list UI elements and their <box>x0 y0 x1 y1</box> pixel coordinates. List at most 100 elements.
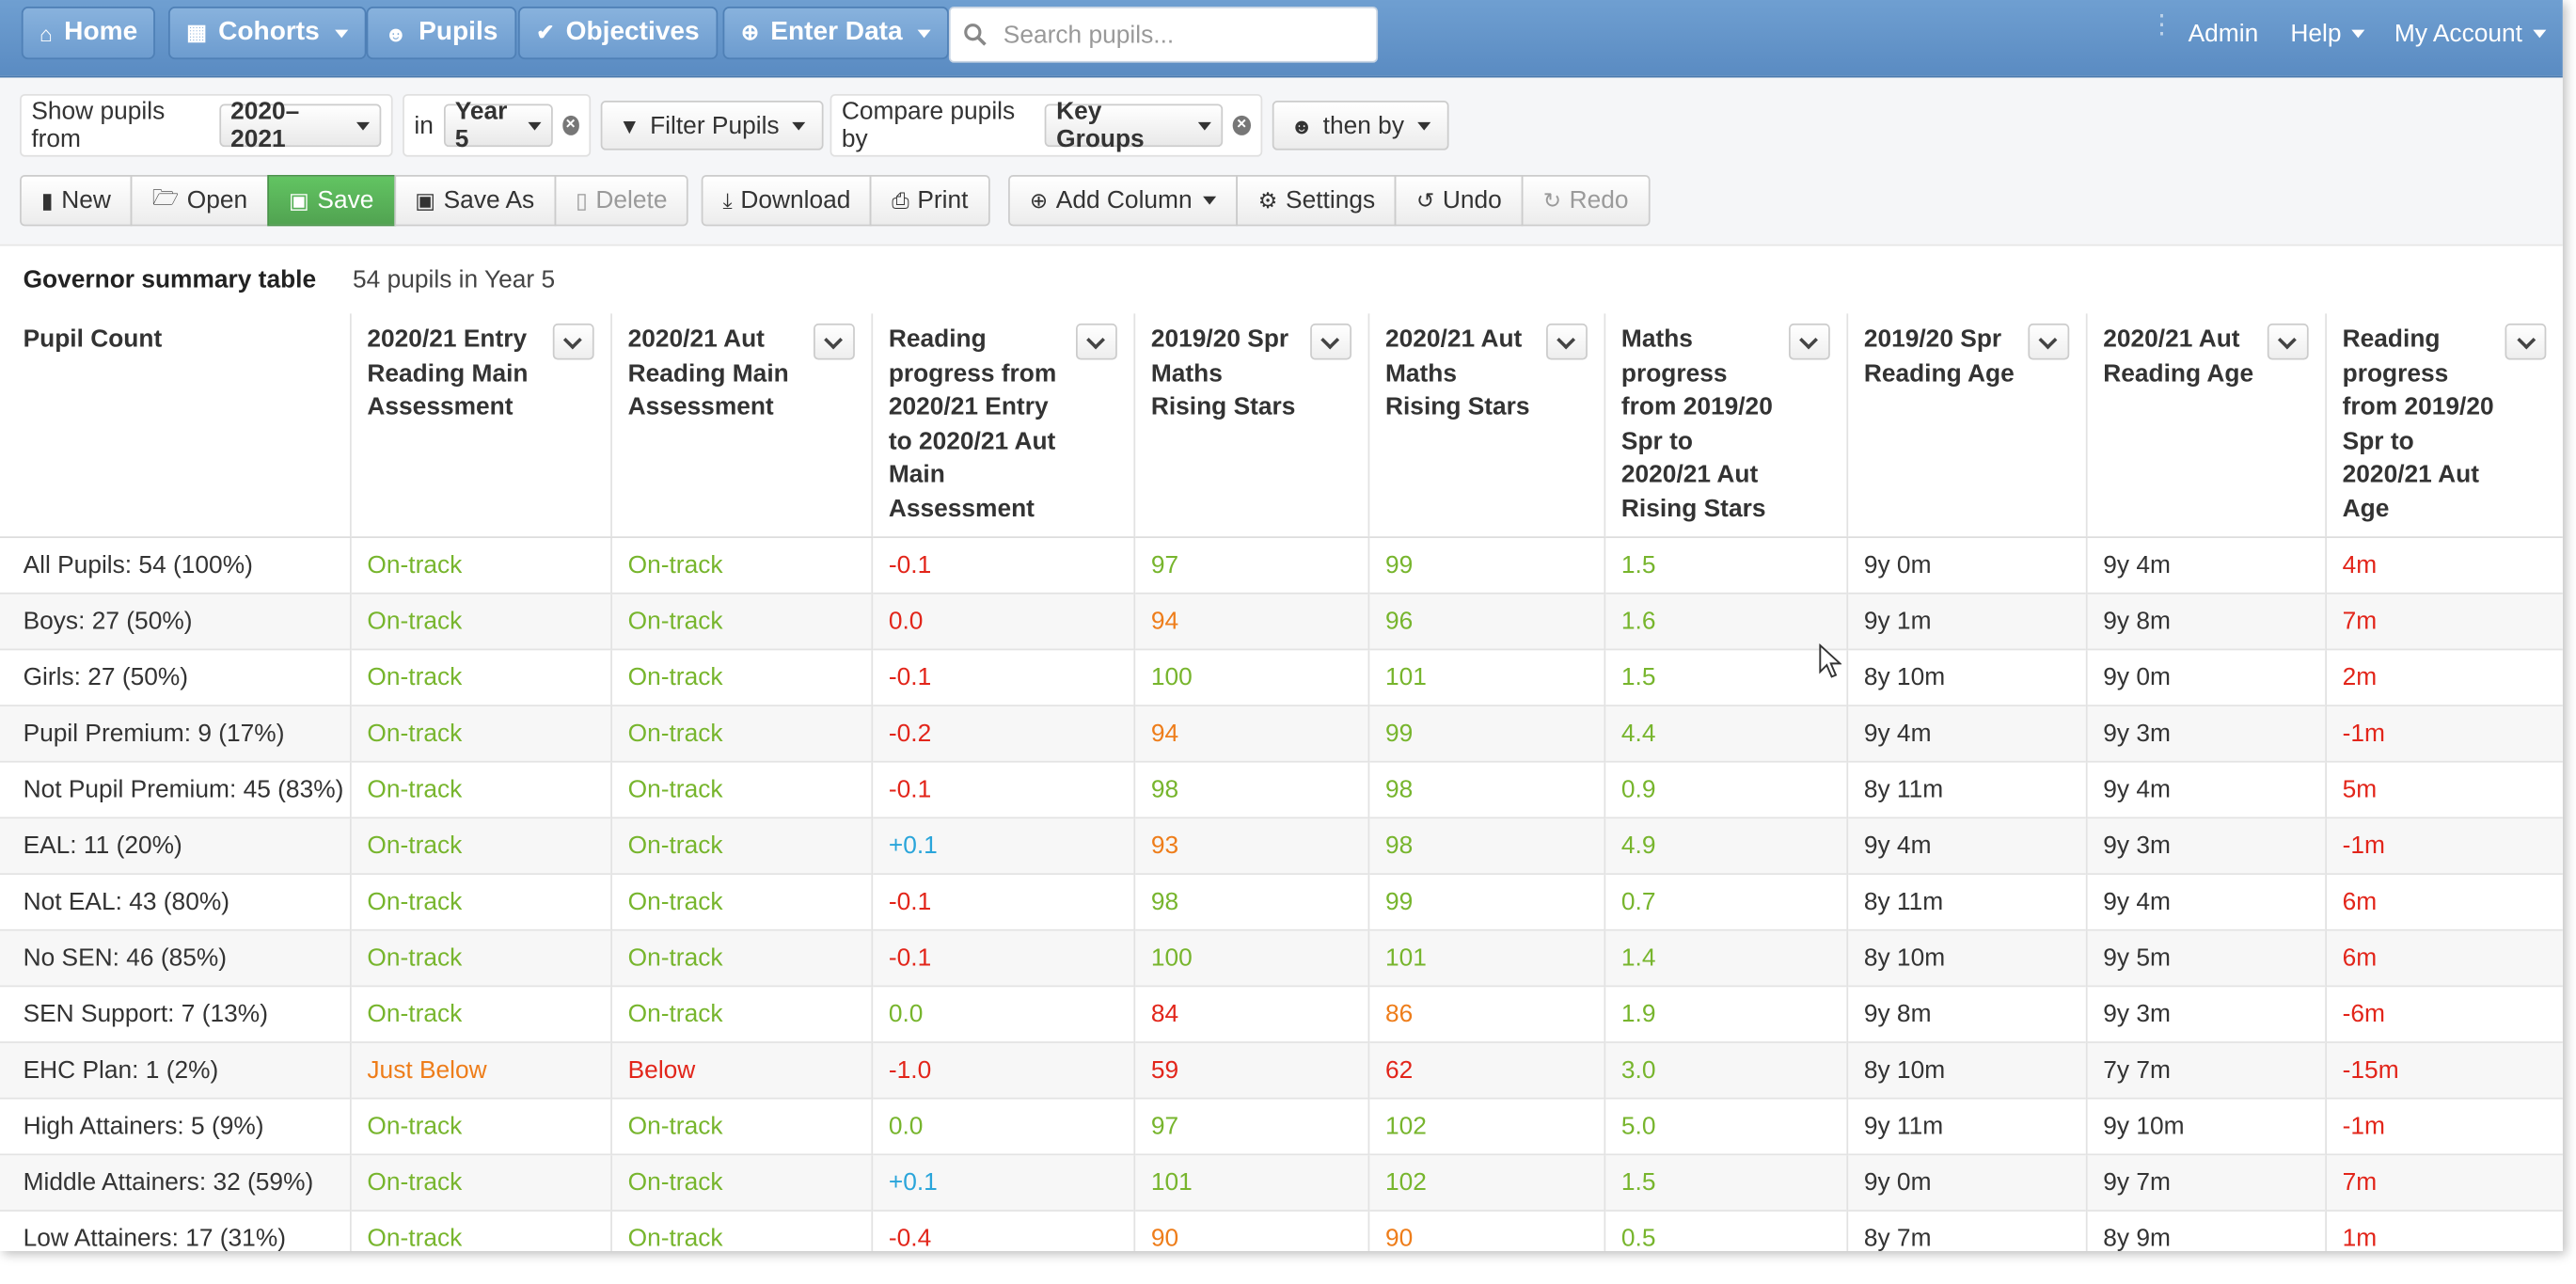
undo-button[interactable]: ↺ Undo <box>1395 174 1524 227</box>
table-row: High Attainers: 5 (9%) On-track On-track 0.… <box>0 1097 2563 1155</box>
column-menu-button[interactable] <box>1545 323 1588 360</box>
column-header[interactable]: 2020/21 Entry Reading Main Assessment <box>349 313 611 538</box>
table-cell: 101 <box>1132 1153 1368 1211</box>
plus-circle-icon: ⊕ <box>740 20 759 45</box>
column-menu-button[interactable] <box>1075 323 1116 360</box>
row-label-cell: EAL: 11 (20%) <box>0 816 350 875</box>
table-cell: 9y 4m <box>2084 760 2326 818</box>
table-cell: 94 <box>1132 592 1368 650</box>
new-button[interactable]: ▮ New <box>20 174 133 227</box>
table-cell: 8y 11m <box>1845 760 2086 818</box>
clear-compare-icon[interactable]: × <box>1232 115 1251 135</box>
save-button[interactable]: ▣ Save <box>267 174 396 227</box>
download-button[interactable]: ⤓ Download <box>701 174 873 227</box>
nav-enter-data-button[interactable]: ⊕ Enter Data <box>722 7 949 60</box>
delete-button[interactable]: ▯ Delete <box>554 174 689 227</box>
nav-cohorts-button[interactable]: ▦ Cohorts <box>167 7 366 60</box>
export-toolbar: ⤓ Download ⎙ Print <box>701 174 990 227</box>
nav-account-menu[interactable]: My Account <box>2394 20 2546 48</box>
search-input[interactable] <box>1000 19 1370 51</box>
kebab-icon: ⋮ <box>2148 11 2175 40</box>
group-select[interactable]: Year 5 <box>443 98 552 153</box>
column-header[interactable]: 2019/20 Spr Maths Rising Stars <box>1132 313 1368 538</box>
filter-pupils-button[interactable]: ▼ Filter Pupils <box>600 101 824 151</box>
nav-help-menu[interactable]: Help <box>2290 20 2365 48</box>
table-row: Boys: 27 (50%) On-track On-track 0.0 94 96 1.6… <box>0 592 2563 650</box>
table-cell: 0.0 <box>870 985 1134 1043</box>
table-cell: -1m <box>2324 1097 2563 1155</box>
redo-button[interactable]: ↻ Redo <box>1521 174 1651 227</box>
year-select-value: 2020–2021 <box>230 97 300 154</box>
column-menu-button[interactable] <box>2027 323 2069 360</box>
save-as-button[interactable]: ▣ Save As <box>393 174 557 227</box>
chevron-down-icon <box>562 329 582 349</box>
column-header[interactable]: Maths progress from 2019/20 Spr to 2020/… <box>1603 313 1847 538</box>
then-by-label: then by <box>1322 111 1405 140</box>
column-header[interactable]: 2020/21 Aut Reading Age <box>2084 313 2326 538</box>
column-header[interactable]: 2020/21 Aut Maths Rising Stars <box>1367 313 1604 538</box>
table-cell: 9y 1m <box>1845 592 2086 650</box>
column-menu-button[interactable] <box>2505 323 2547 360</box>
bar-chart-icon: ▦ <box>186 20 207 45</box>
save-icon: ▣ <box>415 187 435 213</box>
table-cell: -0.1 <box>870 873 1134 930</box>
nav-home-button[interactable]: ⌂ Home <box>21 7 156 60</box>
table-cell: -0.1 <box>870 648 1134 706</box>
column-menu-button[interactable] <box>813 323 855 360</box>
compare-select[interactable]: Key Groups <box>1044 98 1223 153</box>
nav-objectives-button[interactable]: ✔ Objectives <box>517 7 718 60</box>
column-header-label: 2020/21 Aut Maths Rising Stars <box>1384 325 1530 421</box>
table-cell: -0.1 <box>870 928 1134 987</box>
chevron-down-icon <box>2516 329 2536 349</box>
open-label: Open <box>186 186 248 215</box>
column-menu-button[interactable] <box>2266 323 2308 360</box>
gears-icon: ⚙ <box>1257 187 1278 213</box>
column-header[interactable]: Reading progress from 2019/20 Spr to 202… <box>2324 313 2563 538</box>
print-button[interactable]: ⎙ Print <box>870 174 990 227</box>
table-cell: -0.4 <box>870 1210 1134 1251</box>
row-label-cell: Not EAL: 43 (80%) <box>0 873 350 930</box>
column-menu-button[interactable] <box>1309 323 1351 360</box>
nav-pupils-button[interactable]: ☻ Pupils <box>366 7 516 60</box>
table-cell: 1.5 <box>1603 1153 1847 1211</box>
table-cell: 6m <box>2324 928 2563 987</box>
table-cell: 4m <box>2324 536 2563 594</box>
clear-group-icon[interactable]: × <box>561 115 579 135</box>
column-header-label: Maths progress from 2019/20 Spr to 2020/… <box>1620 325 1773 523</box>
column-header[interactable]: 2020/21 Aut Reading Main Assessment <box>609 313 872 538</box>
add-column-button[interactable]: ⊕ Add Column <box>1008 174 1239 227</box>
then-by-button[interactable]: ☻ then by <box>1272 101 1449 151</box>
column-header[interactable]: Reading progress from 2020/21 Entry to 2… <box>870 313 1134 538</box>
open-button[interactable]: 🗁 Open <box>130 174 269 227</box>
table-cell: On-track <box>609 1153 872 1211</box>
table-cell: 98 <box>1367 760 1604 818</box>
table-row: SEN Support: 7 (13%) On-track On-track 0.0 8… <box>0 985 2563 1043</box>
users-icon: ☻ <box>1290 113 1314 138</box>
table-cell: 9y 11m <box>1845 1097 2086 1155</box>
table-cell: 99 <box>1367 873 1604 930</box>
settings-button[interactable]: ⚙ Settings <box>1236 174 1397 227</box>
row-label-cell: EHC Plan: 1 (2%) <box>0 1041 350 1099</box>
row-label-cell: SEN Support: 7 (13%) <box>0 985 350 1043</box>
table-cell: 1.4 <box>1603 928 1847 987</box>
table-cell: On-track <box>609 873 872 930</box>
column-header[interactable]: 2019/20 Spr Reading Age <box>1845 313 2086 538</box>
table-cell: 2m <box>2324 648 2563 706</box>
row-label-cell: All Pupils: 54 (100%) <box>0 536 350 594</box>
table-header-row: Pupil Count 2020/21 Entry Reading Main As… <box>0 313 2563 538</box>
nav-admin-link[interactable]: Admin <box>2189 20 2259 48</box>
table-cell: 7m <box>2324 1153 2563 1211</box>
table-subtitle: 54 pupils in Year 5 <box>353 265 556 294</box>
table-cell: On-track <box>349 592 611 650</box>
nav-help-label: Help <box>2290 20 2342 48</box>
table-cell: -0.1 <box>870 760 1134 818</box>
table-row: Not Pupil Premium: 45 (83%) On-track On-tr… <box>0 760 2563 818</box>
table-cell: 97 <box>1132 1097 1368 1155</box>
table-cell: 102 <box>1367 1097 1604 1155</box>
undo-label: Undo <box>1442 186 1502 215</box>
column-menu-button[interactable] <box>1788 323 1829 360</box>
column-menu-button[interactable] <box>551 323 593 360</box>
year-select[interactable]: 2020–2021 <box>218 98 382 153</box>
table-cell: 9y 8m <box>2084 592 2326 650</box>
